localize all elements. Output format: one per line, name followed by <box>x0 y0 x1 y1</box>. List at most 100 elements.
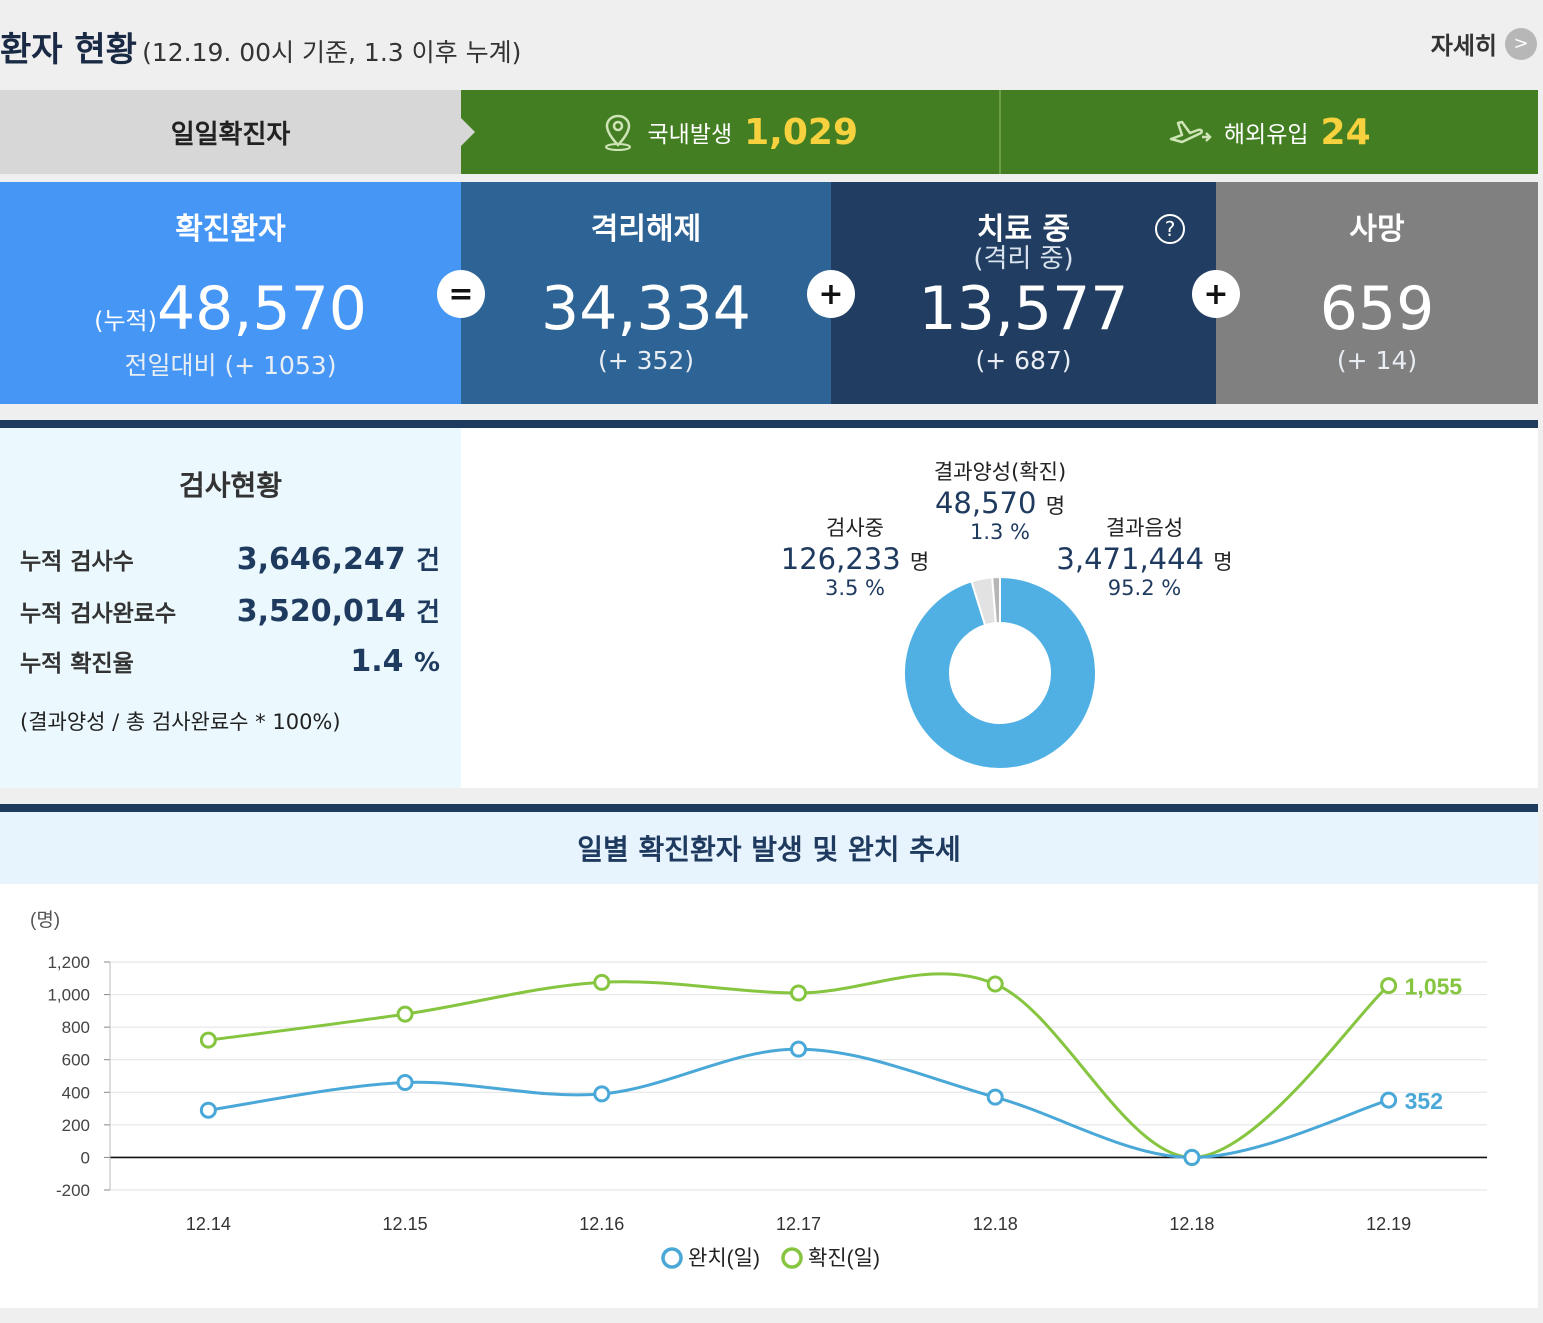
donut-slice <box>991 575 1001 625</box>
y-tick-label: -200 <box>56 1181 90 1200</box>
confirmed-value: 48,570 <box>156 274 367 344</box>
data-point[interactable] <box>396 1005 414 1023</box>
x-tick-label: 12.16 <box>579 1214 624 1234</box>
daily-confirmed-bar: 일일확진자 국내발생 1,029 해외유입 24 <box>0 90 1538 174</box>
confirmed-delta: 전일대비 (+ 1053) <box>124 351 337 380</box>
pie-label-name: 검사중 <box>826 516 884 540</box>
plus-icon: + <box>807 270 855 318</box>
test-row-value: 3,520,014 건 <box>236 594 440 629</box>
released-title: 격리해제 <box>590 212 702 247</box>
overseas-value: 24 <box>1320 111 1371 153</box>
series-line <box>208 1047 1390 1159</box>
released-value: 34,334 <box>541 274 751 344</box>
test-row: 누적 확진율 1.4 % <box>20 644 440 679</box>
deaths-value: 659 <box>1319 274 1435 344</box>
data-label: 352 <box>1405 1088 1443 1114</box>
test-status-title: 검사현황 <box>178 469 283 502</box>
domestic-cell: 국내발생 1,029 <box>461 90 999 174</box>
released-block: 격리해제 34,334 (+ 352) <box>461 182 831 404</box>
detail-link[interactable]: 자세히 > <box>1431 26 1537 61</box>
y-tick-label: 1,200 <box>47 953 90 972</box>
data-point[interactable] <box>593 973 611 991</box>
legend-marker[interactable] <box>661 1247 683 1269</box>
data-point[interactable] <box>790 1040 807 1058</box>
trend-line-chart: (명) -200 0 200 400 600 800 1,000 1,200 12.14 12.15… <box>30 909 1487 1270</box>
data-point[interactable] <box>790 984 807 1002</box>
data-point[interactable] <box>199 1101 217 1119</box>
donut-slice <box>903 575 1097 770</box>
y-tick-label: 200 <box>62 1116 90 1135</box>
x-tick-label: 12.18 <box>973 1214 1018 1234</box>
confirmed-prefix: (누적) <box>94 307 157 335</box>
detail-link-label[interactable]: 자세히 <box>1430 32 1497 60</box>
pie-label-count: 126,233 명 <box>780 542 930 576</box>
trend-title: 일별 확진환자 발생 및 완치 추세 <box>0 812 1538 884</box>
data-point[interactable] <box>1183 1148 1201 1166</box>
y-tick-label: 0 <box>81 1148 90 1167</box>
legend-label[interactable]: 확진(일) <box>808 1247 880 1270</box>
treatment-delta: (+ 687) <box>975 346 1072 375</box>
released-delta: (+ 352) <box>597 346 695 375</box>
y-tick-label: 800 <box>62 1018 90 1037</box>
y-tick-label: 1,000 <box>47 986 90 1005</box>
test-row-label: 누적 검사수 <box>20 549 134 575</box>
test-row-value: 3,646,247 건 <box>236 542 440 577</box>
x-tick-label: 12.18 <box>1169 1214 1214 1234</box>
x-tick-label: 12.17 <box>776 1214 821 1234</box>
treatment-subtitle: (격리 중) <box>973 244 1074 274</box>
pie-label-positive: 결과양성(확진) 48,570 명 1.3 % <box>910 456 1090 544</box>
pie-label-testing: 검사중 126,233 명 3.5 % <box>770 512 940 600</box>
pie-label-name: 결과양성(확진) <box>933 460 1067 484</box>
trend-section: 일별 확진환자 발생 및 완치 추세 (명) -200 0 200 400 600 800 1… <box>0 804 1538 1308</box>
header: 환자 현황 (12.19. 00시 기준, 1.3 이후 누계) 자세히 > <box>0 0 1543 90</box>
data-point[interactable] <box>593 1085 611 1103</box>
pie-label-count: 48,570 명 <box>934 486 1066 520</box>
test-row-label: 누적 검사완료수 <box>20 601 177 627</box>
y-tick-label: 600 <box>62 1051 90 1070</box>
treatment-value: 13,577 <box>918 274 1129 344</box>
deaths-delta: (+ 14) <box>1336 346 1418 375</box>
treatment-title: 치료 중 <box>976 212 1071 247</box>
pie-label-negative: 결과음성 3,471,444 명 95.2 % <box>1052 512 1237 600</box>
pie-label-pct: 3.5 % <box>824 576 886 600</box>
y-tick-label: 400 <box>62 1083 90 1102</box>
help-icon[interactable]: ? <box>1155 214 1185 244</box>
test-rate-note: (결과양성 / 총 검사완료수 * 100%) <box>20 710 341 734</box>
overseas-cell: 해외유입 24 <box>998 90 1538 174</box>
test-row-label: 누적 확진율 <box>20 651 134 677</box>
pie-label-count: 3,471,444 명 <box>1056 542 1233 576</box>
deaths-title: 사망 <box>1349 212 1405 247</box>
data-point[interactable] <box>199 1031 217 1049</box>
domestic-value: 1,029 <box>744 111 858 153</box>
test-row: 누적 검사완료수 3,520,014 건 <box>20 592 440 629</box>
chevron-right-icon[interactable]: > <box>1505 27 1537 60</box>
daily-confirmed-label: 일일확진자 <box>0 90 475 174</box>
data-point[interactable] <box>396 1074 414 1092</box>
test-row: 누적 검사수 3,646,247 건 <box>20 540 440 577</box>
confirmed-title: 확진환자 <box>175 212 286 247</box>
pie-label-pct: 95.2 % <box>1107 576 1182 600</box>
page-title-subtitle: (12.19. 00시 기준, 1.3 이후 누계) <box>142 38 522 67</box>
test-row-value: 1.4 % <box>350 644 440 679</box>
legend-label[interactable]: 완치(일) <box>688 1247 760 1270</box>
plus-icon: + <box>1192 270 1240 318</box>
equals-icon: = <box>437 270 485 318</box>
domestic-label: 국내발생 <box>647 122 733 148</box>
data-point[interactable] <box>986 1088 1004 1106</box>
data-label: 1,055 <box>1405 974 1463 1000</box>
x-tick-label: 12.15 <box>383 1214 428 1234</box>
overseas-label: 해외유입 <box>1223 122 1309 148</box>
airplane-icon <box>1169 120 1212 144</box>
x-tick-label: 12.14 <box>186 1214 231 1234</box>
data-point[interactable] <box>1380 1091 1398 1109</box>
x-tick-label: 12.19 <box>1366 1214 1411 1234</box>
test-donut-chart <box>903 575 1097 770</box>
y-axis-unit-label: (명) <box>30 909 60 931</box>
data-point[interactable] <box>986 975 1004 993</box>
location-pin-icon <box>605 114 632 151</box>
data-point[interactable] <box>1380 977 1398 995</box>
page-title-main: 환자 현황 <box>0 30 137 70</box>
legend-marker[interactable] <box>781 1247 803 1269</box>
pie-label-pct: 1.3 % <box>969 520 1031 544</box>
test-status-panel: 검사현황 누적 검사수 3,646,247 건 누적 검사완료수 3,520,0… <box>0 428 461 788</box>
